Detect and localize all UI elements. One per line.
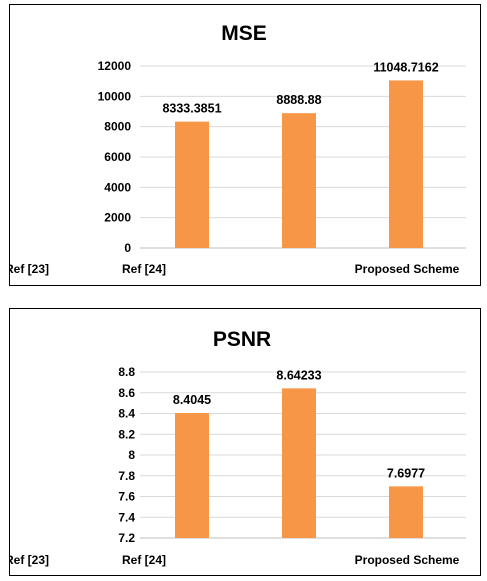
mse-data-label: 8333.3851 (162, 102, 221, 116)
psnr-data-label: 7.6977 (387, 466, 425, 480)
mse-bar (389, 80, 423, 249)
mse-bar (175, 121, 209, 248)
psnr-chart-panel: PSNR 7.2 7.4 7.6 7.8 8 8.2 8.4 8.6 8.8 8.4045 Ref [… (9, 308, 481, 576)
mse-chart-title: MSE (221, 22, 267, 45)
psnr-chart: PSNR 7.2 7.4 7.6 7.8 8 8.2 8.4 8.6 8.8 8.4045 Ref [… (10, 328, 466, 567)
mse-bar (282, 113, 316, 248)
psnr-data-label: 8.64233 (276, 368, 321, 382)
mse-category-label: Ref [23] (10, 262, 49, 276)
mse-y-tick-label: 6000 (104, 150, 131, 164)
psnr-data-label: 8.4045 (173, 393, 211, 407)
psnr-y-tick-label: 8.6 (118, 386, 135, 400)
psnr-y-tick-label: 8.2 (118, 427, 135, 441)
psnr-bar (175, 413, 209, 538)
mse-y-tick-label: 10000 (98, 89, 132, 103)
psnr-y-tick-label: 7.6 (118, 490, 135, 504)
psnr-y-tick-label: 8 (128, 448, 135, 462)
psnr-category-label: Ref [24] (122, 553, 166, 567)
mse-data-label: 8888.88 (276, 93, 321, 107)
psnr-y-tick-label: 8.4 (118, 407, 135, 421)
mse-y-tick-label: 0 (124, 241, 131, 255)
psnr-category-label: Ref [23] (10, 553, 49, 567)
psnr-category-label: Proposed Scheme (355, 553, 460, 567)
mse-y-tick-label: 8000 (104, 120, 131, 134)
psnr-chart-title: PSNR (213, 328, 271, 351)
mse-data-label: 11048.7162 (373, 60, 438, 74)
mse-chart: MSE 0 2000 4000 6000 8000 10000 12000 8333.3851 R… (10, 22, 466, 276)
mse-category-label: Proposed Scheme (355, 262, 460, 276)
psnr-bar (389, 486, 423, 538)
psnr-y-tick-label: 7.4 (118, 510, 135, 524)
mse-y-tick-label: 12000 (98, 59, 132, 73)
mse-chart-panel: MSE 0 2000 4000 6000 8000 10000 12000 8333.3851 R… (9, 4, 481, 286)
psnr-y-tick-label: 7.2 (118, 531, 135, 545)
psnr-y-tick-label: 8.8 (118, 365, 135, 379)
mse-y-tick-label: 4000 (104, 180, 131, 194)
psnr-y-tick-label: 7.8 (118, 469, 135, 483)
mse-y-tick-label: 2000 (104, 211, 131, 225)
mse-category-label: Ref [24] (122, 262, 166, 276)
psnr-bar (282, 388, 316, 538)
